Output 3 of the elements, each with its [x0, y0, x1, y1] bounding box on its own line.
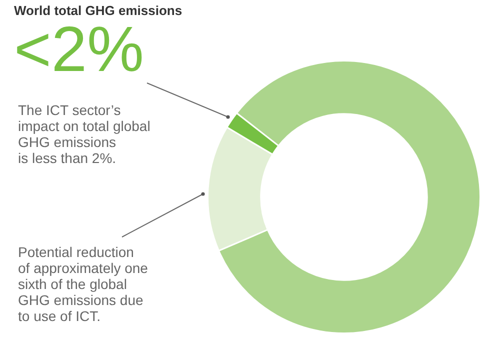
text: Potential reduction of approximately one sixth of the global GHG emissions due to use of ICT. — [18, 244, 148, 324]
text: The ICT sector’s impact on total global GHG emissions is less than 2%. — [18, 102, 150, 166]
text: World total GHG emissions — [14, 3, 182, 18]
